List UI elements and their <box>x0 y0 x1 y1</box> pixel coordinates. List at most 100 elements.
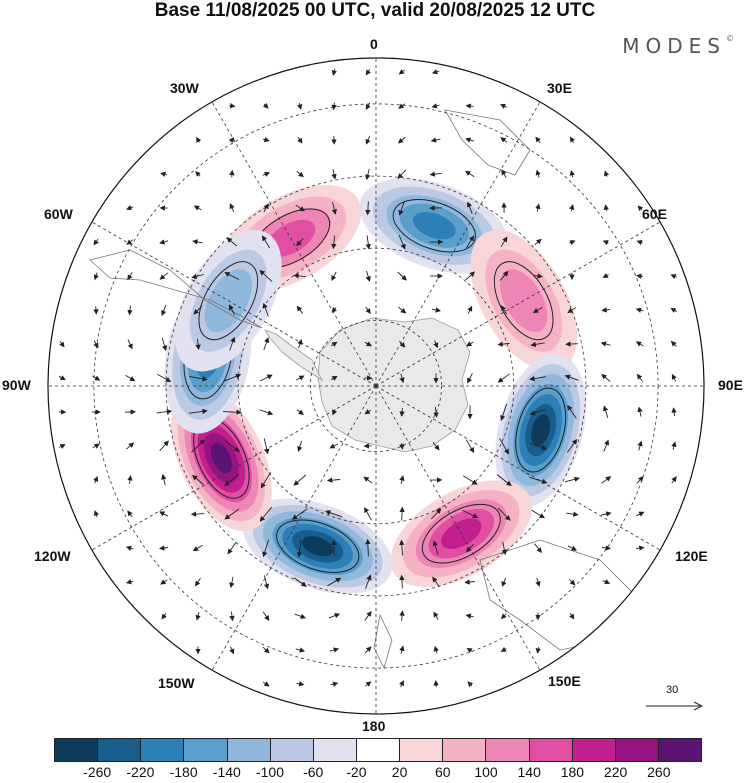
wind-vector <box>533 273 543 279</box>
wind-vector <box>399 574 405 589</box>
wind-vector <box>93 306 99 315</box>
wind-vector <box>327 577 342 587</box>
wind-vector <box>297 102 303 110</box>
lon-label-0: 0 <box>370 36 378 52</box>
colorbar-tick-label: 260 <box>647 764 671 780</box>
anomaly-contour-line <box>276 519 360 574</box>
wind-vector <box>433 340 439 349</box>
wind-vector <box>262 681 270 687</box>
wind-vector <box>227 542 237 555</box>
wind-vector <box>601 476 612 484</box>
wind-vector <box>398 235 406 250</box>
colorbar-tick-label: 140 <box>517 764 541 780</box>
wind-vector <box>58 444 66 449</box>
wind-vector <box>157 374 172 383</box>
wind-vector <box>430 508 442 520</box>
wind-vector <box>294 613 307 619</box>
wind-vector <box>262 611 270 621</box>
wind-vector <box>331 201 337 215</box>
wind-vector <box>399 443 405 450</box>
wind-vector <box>433 611 439 620</box>
wind-vector <box>636 511 645 517</box>
anomaly-contour-fill <box>412 212 456 240</box>
wind-vector <box>399 506 405 521</box>
wind-vector <box>195 171 201 177</box>
wind-vector <box>432 576 440 587</box>
wind-vector <box>295 375 305 381</box>
wind-vector <box>325 510 343 518</box>
wind-vector <box>229 646 235 655</box>
latitude-circle <box>93 103 659 669</box>
wind-vector <box>191 439 206 453</box>
wind-vector <box>365 201 371 216</box>
wind-vector <box>192 239 203 245</box>
wind-vector <box>59 340 65 348</box>
wind-vector <box>467 373 473 384</box>
wind-vector <box>262 137 270 143</box>
lon-label-60e: 60E <box>642 206 667 222</box>
wind-vector <box>529 375 546 382</box>
wind-vector <box>398 340 406 348</box>
wind-vector <box>331 307 338 313</box>
lon-label-90w: 90W <box>2 377 31 393</box>
wind-vector <box>636 545 645 551</box>
wind-vector <box>259 506 273 522</box>
wind-vector <box>295 204 305 212</box>
wind-vector <box>670 307 678 313</box>
wind-vector <box>499 437 509 455</box>
wind-vector <box>331 235 337 250</box>
wind-vector <box>92 375 101 381</box>
wind-vector <box>635 307 644 313</box>
wind-vector <box>465 103 474 109</box>
wind-vector <box>259 409 274 416</box>
wind-vector <box>600 341 611 347</box>
colorbar-swatch <box>55 739 98 761</box>
wind-vector <box>465 137 475 143</box>
wind-vector <box>365 135 371 145</box>
wind-vector <box>501 541 508 556</box>
lon-label-180: 180 <box>362 718 386 734</box>
wind-vector <box>535 169 541 178</box>
wind-vector <box>364 507 372 521</box>
wind-vector <box>161 304 167 317</box>
wind-vector <box>398 103 406 109</box>
wind-vector <box>262 302 269 317</box>
wind-vector <box>159 440 169 452</box>
antarctica-landmass <box>317 317 471 453</box>
wind-vector <box>229 576 235 589</box>
wind-vector <box>500 137 508 143</box>
map-title: Base 11/08/2025 00 UTC, valid 20/08/2025… <box>154 0 596 21</box>
wind-vector <box>567 307 577 313</box>
map-boundary <box>47 57 705 715</box>
wind-vector <box>192 474 204 485</box>
wind-vector <box>365 306 371 315</box>
wind-vector <box>399 645 405 654</box>
wind-vector <box>330 375 338 381</box>
wind-vector <box>399 407 405 417</box>
wind-vector <box>263 438 270 455</box>
wind-vector <box>365 168 371 181</box>
wind-vector <box>263 337 270 351</box>
wind-vector <box>364 610 372 621</box>
anomaly-contour-line <box>515 387 567 473</box>
wind-vector <box>263 203 269 213</box>
wind-vector <box>296 409 304 415</box>
wind-vector <box>569 240 576 246</box>
wind-vector <box>125 374 136 382</box>
wind-vector <box>159 511 169 517</box>
wind-vector <box>262 646 270 654</box>
wind-vector <box>365 235 371 250</box>
wind-vector <box>565 341 578 347</box>
wind-vector <box>499 270 509 281</box>
wind-vector <box>601 511 612 517</box>
wind-vector <box>465 439 475 453</box>
wind-vector <box>330 681 339 687</box>
wind-vector <box>228 136 235 143</box>
wind-vector <box>466 235 474 249</box>
wind-vector <box>224 508 240 520</box>
lon-label-30w: 30W <box>170 80 199 96</box>
wind-vector <box>603 439 610 452</box>
wind-vector <box>462 509 479 519</box>
wind-vector <box>467 681 474 688</box>
lon-label-90e: 90E <box>718 377 743 393</box>
